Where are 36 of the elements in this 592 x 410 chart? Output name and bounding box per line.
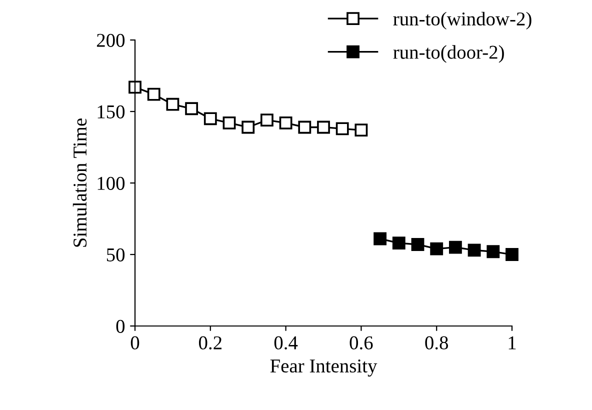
y-tick-label: 200	[96, 34, 125, 47]
point	[448, 240, 462, 254]
x-tick-label: 0	[130, 336, 140, 350]
point	[430, 242, 444, 256]
point	[242, 120, 255, 134]
x-tick-label: 0.8	[425, 336, 448, 350]
x-tick-label: 0.2	[198, 336, 222, 350]
x-tick-label: 0.4	[274, 336, 298, 350]
point	[260, 114, 274, 127]
x-tick-label: 0.6	[350, 336, 373, 350]
point	[411, 238, 424, 251]
point	[222, 116, 236, 130]
y-tick-label: 150	[98, 105, 125, 118]
point	[317, 120, 330, 134]
point	[468, 244, 481, 257]
x-tick-label: 1	[508, 336, 516, 350]
legend-label: run-to(door-2)	[393, 45, 504, 63]
point	[486, 245, 500, 258]
y-tick-label: 0	[116, 320, 125, 333]
legend-label: run-to(window-2)	[393, 12, 532, 30]
point	[374, 232, 387, 246]
y-tick-label: 100	[98, 176, 125, 190]
point	[204, 112, 217, 126]
x-axis-title: Fear Intensity	[270, 359, 378, 377]
point	[506, 248, 518, 261]
point	[185, 102, 198, 116]
point	[392, 236, 406, 250]
point	[166, 98, 180, 111]
point	[336, 122, 349, 136]
point	[354, 124, 368, 137]
y-axis-title: Simulation Time	[72, 118, 87, 247]
point	[279, 116, 292, 130]
point	[298, 120, 312, 134]
point	[147, 88, 160, 101]
y-tick-label: 50	[106, 248, 125, 262]
point	[128, 80, 142, 94]
